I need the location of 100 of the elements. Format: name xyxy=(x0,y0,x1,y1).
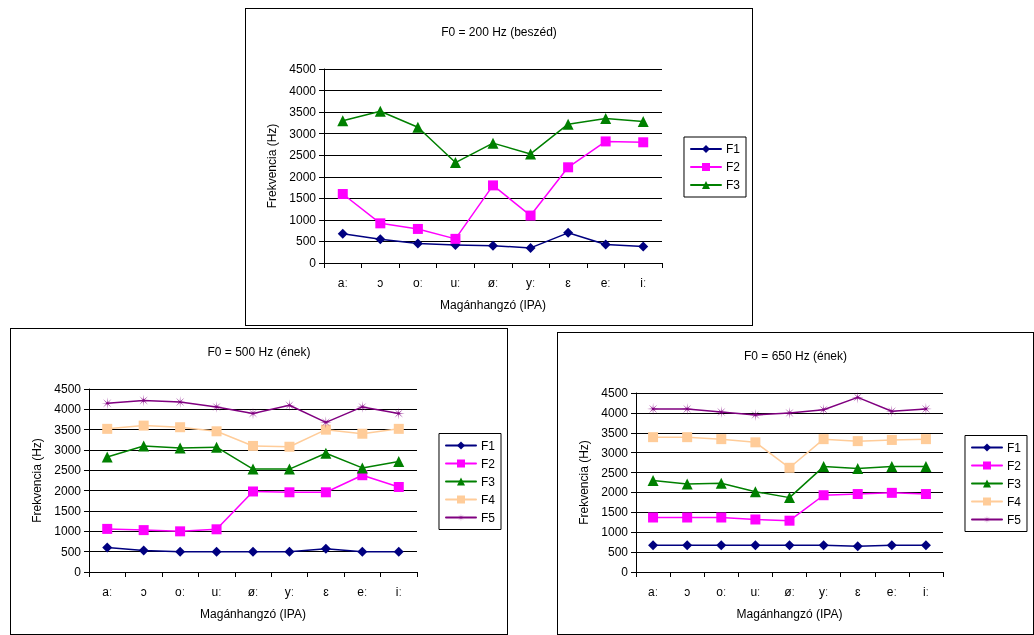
point xyxy=(682,512,693,523)
legend-label: F1 xyxy=(726,142,741,156)
y-tick-label: 4000 xyxy=(601,405,629,420)
point xyxy=(412,121,424,133)
x-tick-label: iː xyxy=(640,276,647,290)
point xyxy=(818,434,829,445)
point xyxy=(375,218,386,229)
y-tick-label: 500 xyxy=(295,234,317,249)
y-tick-label: 0 xyxy=(74,565,82,579)
x-tick-label: ɛ xyxy=(854,585,861,599)
point xyxy=(337,115,349,127)
x-tick-label: oː xyxy=(716,585,727,599)
point xyxy=(102,542,113,553)
point xyxy=(784,462,795,473)
point xyxy=(563,227,574,238)
x-tick-label: eː xyxy=(600,276,611,290)
point xyxy=(393,423,404,434)
point xyxy=(784,540,795,551)
x-tick-label: uː xyxy=(211,585,222,599)
point xyxy=(600,136,611,147)
x-tick-label: iː xyxy=(922,585,929,599)
point xyxy=(356,462,368,474)
x-tick-label: eː xyxy=(886,585,897,599)
x-tick-label: ɔ xyxy=(140,585,147,599)
legend-label: F3 xyxy=(1007,476,1022,491)
point xyxy=(525,210,536,221)
point xyxy=(320,424,331,435)
y-tick-label: 3000 xyxy=(289,126,317,141)
legend-label: F5 xyxy=(1007,512,1022,527)
point xyxy=(525,148,537,160)
legend-label: F3 xyxy=(481,474,496,489)
point xyxy=(886,434,897,445)
point xyxy=(920,540,931,551)
x-tick-label: ɔ xyxy=(684,585,691,599)
legend-label: F3 xyxy=(726,178,741,192)
point xyxy=(337,189,348,200)
y-tick-label: 1500 xyxy=(601,505,629,520)
point xyxy=(211,426,222,437)
y-tick-label: 1000 xyxy=(601,525,629,540)
point xyxy=(562,118,574,130)
x-tick-label: oː xyxy=(412,276,423,290)
point xyxy=(648,540,659,551)
legend-label: F2 xyxy=(481,456,496,471)
point xyxy=(175,526,186,537)
legend-label: F4 xyxy=(481,492,496,507)
y-tick-label: 0 xyxy=(309,256,317,270)
y-tick-label: 2500 xyxy=(289,148,317,163)
point xyxy=(320,543,331,554)
y-tick-label: 3000 xyxy=(54,443,82,457)
legend-label: F2 xyxy=(726,160,741,174)
point xyxy=(817,403,830,416)
point xyxy=(488,180,498,191)
y-tick-label: 1000 xyxy=(54,524,82,539)
y-axis-title: Frekvencia (Hz) xyxy=(265,123,280,209)
point xyxy=(320,447,332,459)
point xyxy=(138,420,149,431)
y-tick-label: 2500 xyxy=(601,465,629,480)
point xyxy=(211,546,222,557)
point xyxy=(716,434,727,445)
point xyxy=(851,391,864,404)
y-tick-label: 1000 xyxy=(289,212,317,227)
x-tick-label: yː xyxy=(525,276,536,290)
point xyxy=(749,486,761,498)
point xyxy=(211,524,222,535)
x-tick-label: ɛ xyxy=(323,585,330,599)
point xyxy=(101,451,113,463)
point xyxy=(852,463,864,475)
y-tick-label: 500 xyxy=(607,545,629,560)
point xyxy=(138,545,149,556)
y-tick-label: 2500 xyxy=(54,463,82,478)
x-axis-title: Magánhangzó (IPA) xyxy=(200,607,306,621)
chart-title: F0 = 650 Hz (ének) xyxy=(743,349,848,363)
point xyxy=(283,463,295,475)
point xyxy=(648,432,659,443)
point xyxy=(284,487,295,498)
x-axis-title: Magánhangzó (IPA) xyxy=(440,298,546,312)
point xyxy=(211,441,223,453)
y-tick-label: 4500 xyxy=(289,62,317,76)
point xyxy=(357,546,368,557)
y-tick-label: 0 xyxy=(621,565,629,579)
point xyxy=(248,546,258,557)
x-tick-label: øː xyxy=(487,276,499,290)
x-tick-label: øː xyxy=(784,585,795,599)
point xyxy=(174,442,186,454)
x-tick-label: aː xyxy=(102,585,113,599)
y-tick-label: 1500 xyxy=(54,504,82,518)
point xyxy=(357,428,368,439)
point xyxy=(920,461,932,473)
x-axis-title: Magánhangzó (IPA) xyxy=(736,607,843,621)
point xyxy=(818,540,829,551)
point xyxy=(600,239,611,250)
point xyxy=(102,523,113,534)
point xyxy=(393,482,404,493)
legend-label: F4 xyxy=(1007,494,1022,509)
point xyxy=(886,487,897,498)
y-tick-label: 3500 xyxy=(601,425,629,440)
x-tick-label: aː xyxy=(337,276,348,290)
point xyxy=(750,514,761,525)
point xyxy=(818,490,829,501)
y-tick-label: 3500 xyxy=(54,422,82,437)
